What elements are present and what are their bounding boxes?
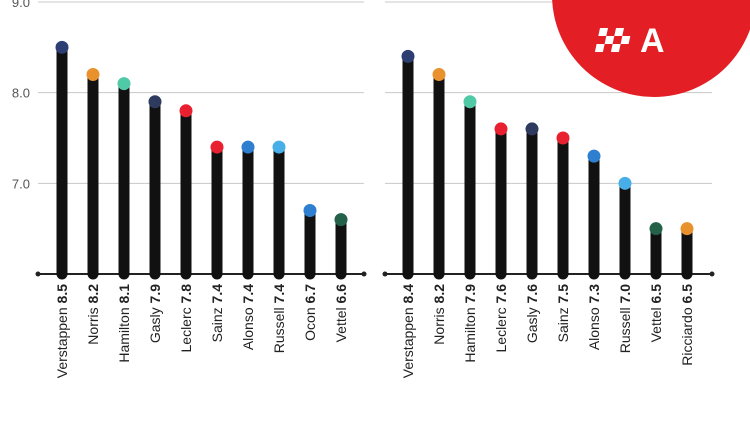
category-label: Russell 7.4 [271, 284, 287, 353]
category-label: Sainz 7.5 [555, 284, 571, 343]
category-label: Russell 7.0 [617, 284, 633, 353]
lollipop-dot [494, 122, 508, 136]
category-value: 6.6 [333, 284, 349, 304]
category-label: Ocon 6.7 [302, 284, 318, 341]
charts-group: 9.0 8.0 7.0 Verstappen 8.5 Norris 8.2 Hamilto… [12, 0, 715, 378]
category-name: Gasly [147, 303, 163, 343]
category-name: Norris [85, 303, 101, 344]
category-value: 7.4 [271, 284, 287, 304]
checkered-flag-icon [594, 28, 631, 52]
lollipop-dot [179, 104, 193, 118]
category-name: Sainz [555, 303, 571, 342]
lollipop-dot [148, 95, 162, 109]
y-tick-label: 9.0 [12, 0, 30, 10]
lollipop-dot [649, 222, 663, 236]
lollipop-dot [334, 213, 348, 227]
logo-letter: A [640, 22, 665, 60]
category-value: 7.8 [178, 284, 194, 304]
category-name: Ocon [302, 303, 318, 340]
category-value: 7.4 [209, 284, 225, 304]
lollipop-dot [241, 140, 255, 154]
chart-panel-2: Verstappen 8.4 Norris 8.2 Hamilton 7.9 Lecl… [382, 1, 715, 378]
lollipop-dot [117, 77, 131, 91]
category-value: 8.4 [400, 284, 416, 304]
category-value: 6.5 [648, 284, 664, 304]
category-value: 8.2 [85, 284, 101, 304]
category-name: Vettel [648, 303, 664, 342]
category-value: 7.3 [586, 284, 602, 304]
lollipop-dot [272, 140, 286, 154]
category-name: Alonso [240, 303, 256, 350]
lollipop-dot [432, 68, 446, 82]
category-label: Leclerc 7.6 [493, 284, 509, 353]
logo-badge: A [552, 0, 750, 97]
category-label: Leclerc 7.8 [178, 284, 194, 353]
category-value: 8.5 [54, 284, 70, 304]
lollipop-dot [303, 204, 317, 218]
category-name: Russell [271, 303, 287, 353]
category-label: Hamilton 7.9 [462, 284, 478, 363]
category-name: Verstappen [54, 303, 70, 378]
lollipop-dot [525, 122, 539, 136]
category-name: Ricciardo [679, 303, 695, 365]
lollipop-dot [556, 131, 570, 145]
category-label: Alonso 7.3 [586, 284, 602, 350]
category-label: Alonso 7.4 [240, 284, 256, 350]
lollipop-dot [680, 222, 694, 236]
category-value: 7.6 [493, 284, 509, 304]
axis-end-dot [709, 271, 715, 277]
category-value: 8.2 [431, 284, 447, 304]
category-name: Hamilton [462, 303, 478, 362]
category-name: Norris [431, 303, 447, 344]
logo-circle [552, 0, 750, 97]
category-value: 7.6 [524, 284, 540, 304]
category-name: Leclerc [178, 303, 194, 352]
category-name: Hamilton [116, 303, 132, 362]
lollipop-dot [618, 176, 632, 190]
chart-panel-1: 9.0 8.0 7.0 Verstappen 8.5 Norris 8.2 Hamilto… [12, 0, 367, 378]
lollipop-dot [86, 68, 100, 82]
category-value: 7.9 [147, 284, 163, 304]
axis-end-dot [35, 271, 41, 277]
lollipop-dot [210, 140, 224, 154]
lollipop-dot [401, 49, 415, 63]
category-label: Vettel 6.6 [333, 284, 349, 343]
category-label: Sainz 7.4 [209, 284, 225, 343]
category-value: 7.5 [555, 284, 571, 304]
category-value: 6.5 [679, 284, 695, 304]
category-label: Gasly 7.9 [147, 284, 163, 343]
category-label: Gasly 7.6 [524, 284, 540, 343]
category-name: Alonso [586, 303, 602, 350]
category-name: Leclerc [493, 303, 509, 352]
axis-end-dot [361, 271, 367, 277]
category-label: Verstappen 8.5 [54, 284, 70, 378]
axis-end-dot [382, 271, 388, 277]
category-value: 6.7 [302, 284, 318, 304]
category-name: Vettel [333, 303, 349, 342]
category-label: Norris 8.2 [431, 284, 447, 345]
category-value: 7.4 [240, 284, 256, 304]
category-value: 8.1 [116, 284, 132, 304]
lollipop-dot [55, 40, 69, 54]
category-label: Norris 8.2 [85, 284, 101, 345]
category-value: 7.0 [617, 284, 633, 304]
category-name: Gasly [524, 303, 540, 343]
category-label: Vettel 6.5 [648, 284, 664, 343]
category-name: Sainz [209, 303, 225, 342]
y-tick-label: 8.0 [12, 86, 30, 101]
lollipop-dot [463, 95, 477, 109]
category-name: Verstappen [400, 303, 416, 378]
category-label: Hamilton 8.1 [116, 284, 132, 363]
lollipop-dot [587, 149, 601, 163]
category-label: Verstappen 8.4 [400, 284, 416, 378]
category-name: Russell [617, 303, 633, 353]
category-label: Ricciardo 6.5 [679, 284, 695, 366]
y-tick-label: 7.0 [12, 176, 30, 191]
category-value: 7.9 [462, 284, 478, 304]
